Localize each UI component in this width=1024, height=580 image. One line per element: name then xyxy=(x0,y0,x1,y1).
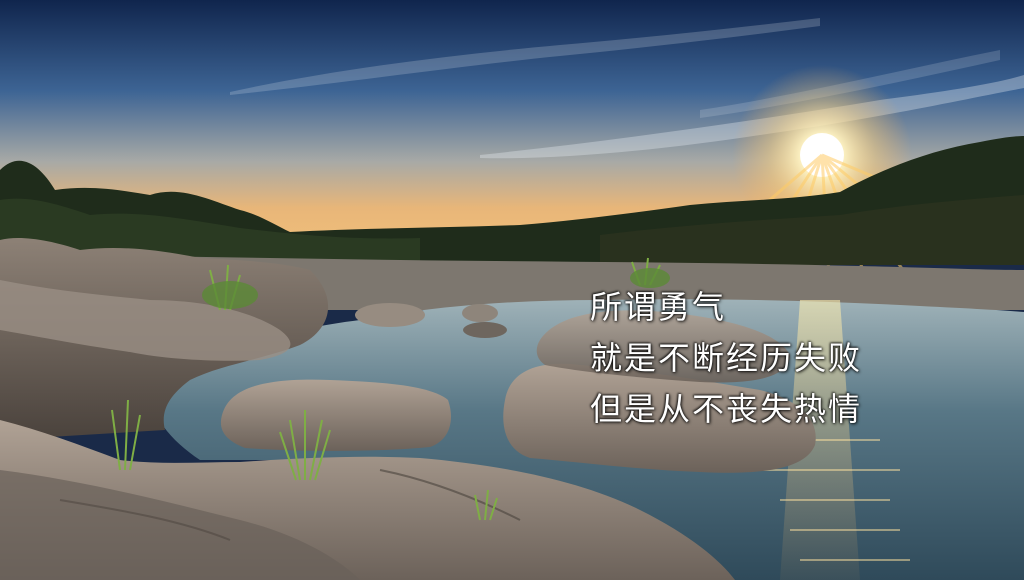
center-boulder xyxy=(503,363,816,473)
quote-line-1: 所谓勇气 xyxy=(590,288,727,326)
quote-line-2: 就是不断经历失败 xyxy=(590,339,863,377)
quote-line-3: 但是从不丧失热情 xyxy=(590,390,863,428)
left-boulder xyxy=(220,379,451,451)
quote-caption: 所谓勇气 就是不断经历失败 但是从不丧失热情 xyxy=(590,282,1010,435)
grass-tufts xyxy=(111,257,661,521)
